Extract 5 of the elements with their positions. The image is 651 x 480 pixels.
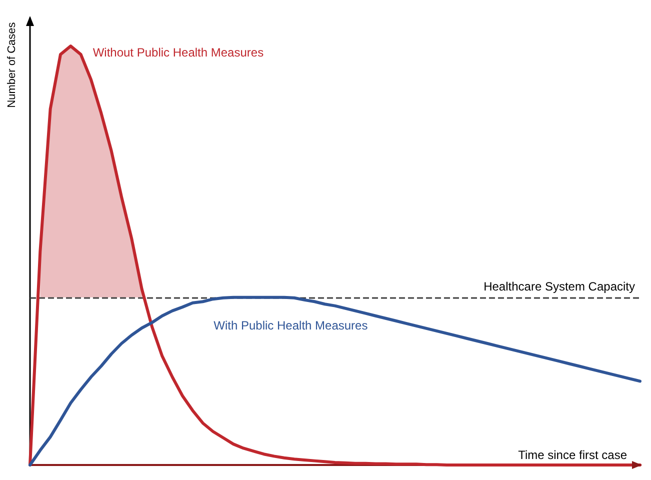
ref-line-label: Healthcare System Capacity	[484, 279, 635, 294]
series-label: With Public Health Measures	[214, 318, 368, 332]
x-axis-title: Time since first case	[518, 448, 628, 462]
y-axis-title: Number of Cases	[6, 22, 18, 108]
series-label: Without Public Health Measures	[92, 45, 264, 60]
